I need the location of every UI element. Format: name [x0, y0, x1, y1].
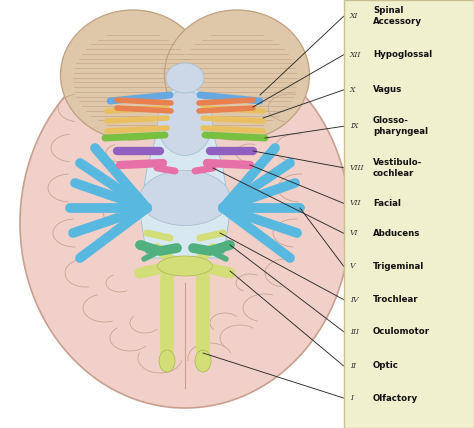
Text: Glosso-
pharyngeal: Glosso- pharyngeal — [373, 116, 428, 136]
Text: XI: XI — [350, 12, 358, 20]
Text: Spinal
Accessory: Spinal Accessory — [373, 6, 422, 26]
Text: XII: XII — [350, 51, 361, 59]
Text: I: I — [350, 394, 353, 402]
Text: X: X — [350, 86, 355, 94]
Text: Oculomotor: Oculomotor — [373, 327, 430, 336]
Ellipse shape — [140, 170, 230, 226]
Text: Optic: Optic — [373, 361, 399, 371]
Ellipse shape — [157, 90, 212, 155]
Text: Trigeminal: Trigeminal — [373, 262, 424, 271]
Text: Olfactory: Olfactory — [373, 393, 418, 403]
Text: Vagus: Vagus — [373, 85, 402, 95]
Polygon shape — [140, 68, 230, 258]
Text: VII: VII — [350, 199, 361, 207]
Text: VI: VI — [350, 229, 358, 237]
Text: IX: IX — [350, 122, 358, 130]
Text: Abducens: Abducens — [373, 229, 420, 238]
Text: III: III — [350, 328, 359, 336]
Text: V: V — [350, 262, 356, 270]
Text: Vestibulo-
cochlear: Vestibulo- cochlear — [373, 158, 422, 178]
Ellipse shape — [195, 350, 211, 372]
Text: Facial: Facial — [373, 199, 401, 208]
Ellipse shape — [61, 10, 206, 140]
Text: IV: IV — [350, 296, 358, 303]
Ellipse shape — [159, 350, 175, 372]
Ellipse shape — [20, 38, 350, 408]
Text: Hypoglossal: Hypoglossal — [373, 50, 432, 59]
FancyBboxPatch shape — [344, 0, 474, 428]
Text: VIII: VIII — [350, 164, 365, 172]
Text: Trochlear: Trochlear — [373, 295, 419, 304]
Text: II: II — [350, 362, 356, 370]
Ellipse shape — [164, 10, 310, 140]
Ellipse shape — [157, 256, 212, 276]
Ellipse shape — [166, 63, 204, 93]
